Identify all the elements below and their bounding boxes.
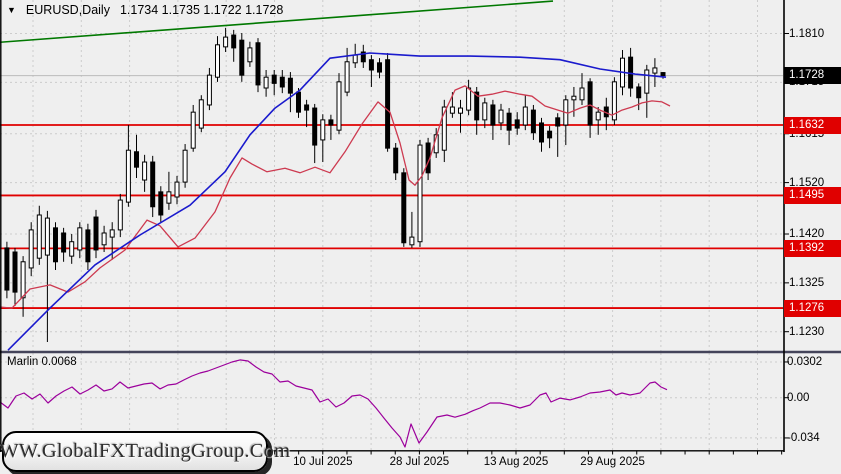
indicator-tick-label: 0.0302 — [787, 355, 823, 368]
level-price-badge: 1.1276 — [784, 299, 841, 317]
level-price-badge: 1.1632 — [784, 116, 841, 134]
date-tick-label: 29 Aug 2025 — [580, 456, 645, 468]
indicator-tick-label: -0.034 — [787, 431, 820, 444]
symbol-dropdown-icon[interactable]: ▼ — [7, 5, 16, 15]
indicator-label: Marlin 0.0068 — [7, 356, 77, 368]
date-tick-label: 28 Jul 2025 — [389, 456, 450, 468]
indicator-tick-label: 0.00 — [787, 391, 810, 404]
price-tick-label: 1.1520 — [789, 176, 825, 189]
chart-title: ▼ EURUSD,Daily 1.1734 1.1735 1.1722 1.17… — [7, 3, 283, 17]
date-tick-label: 10 Jul 2025 — [293, 456, 353, 468]
price-tick-label: 1.1230 — [789, 325, 825, 338]
price-tick-label: 1.1325 — [789, 276, 825, 289]
level-price-badge: 1.1392 — [784, 239, 841, 257]
date-tick-label: 13 Aug 2025 — [483, 456, 549, 468]
ohlc-quote: 1.1734 1.1735 1.1722 1.1728 — [119, 3, 284, 17]
watermark: WWW.GlobalFXTradingGroup.Com — [0, 431, 290, 472]
current-price-badge: 1.1728 — [784, 67, 841, 85]
price-tick-label: 1.1810 — [789, 27, 825, 40]
chart-symbol-period: EURUSD,Daily — [25, 3, 110, 17]
level-price-badge: 1.1495 — [784, 186, 841, 204]
price-tick-label: 1.1420 — [789, 228, 825, 240]
